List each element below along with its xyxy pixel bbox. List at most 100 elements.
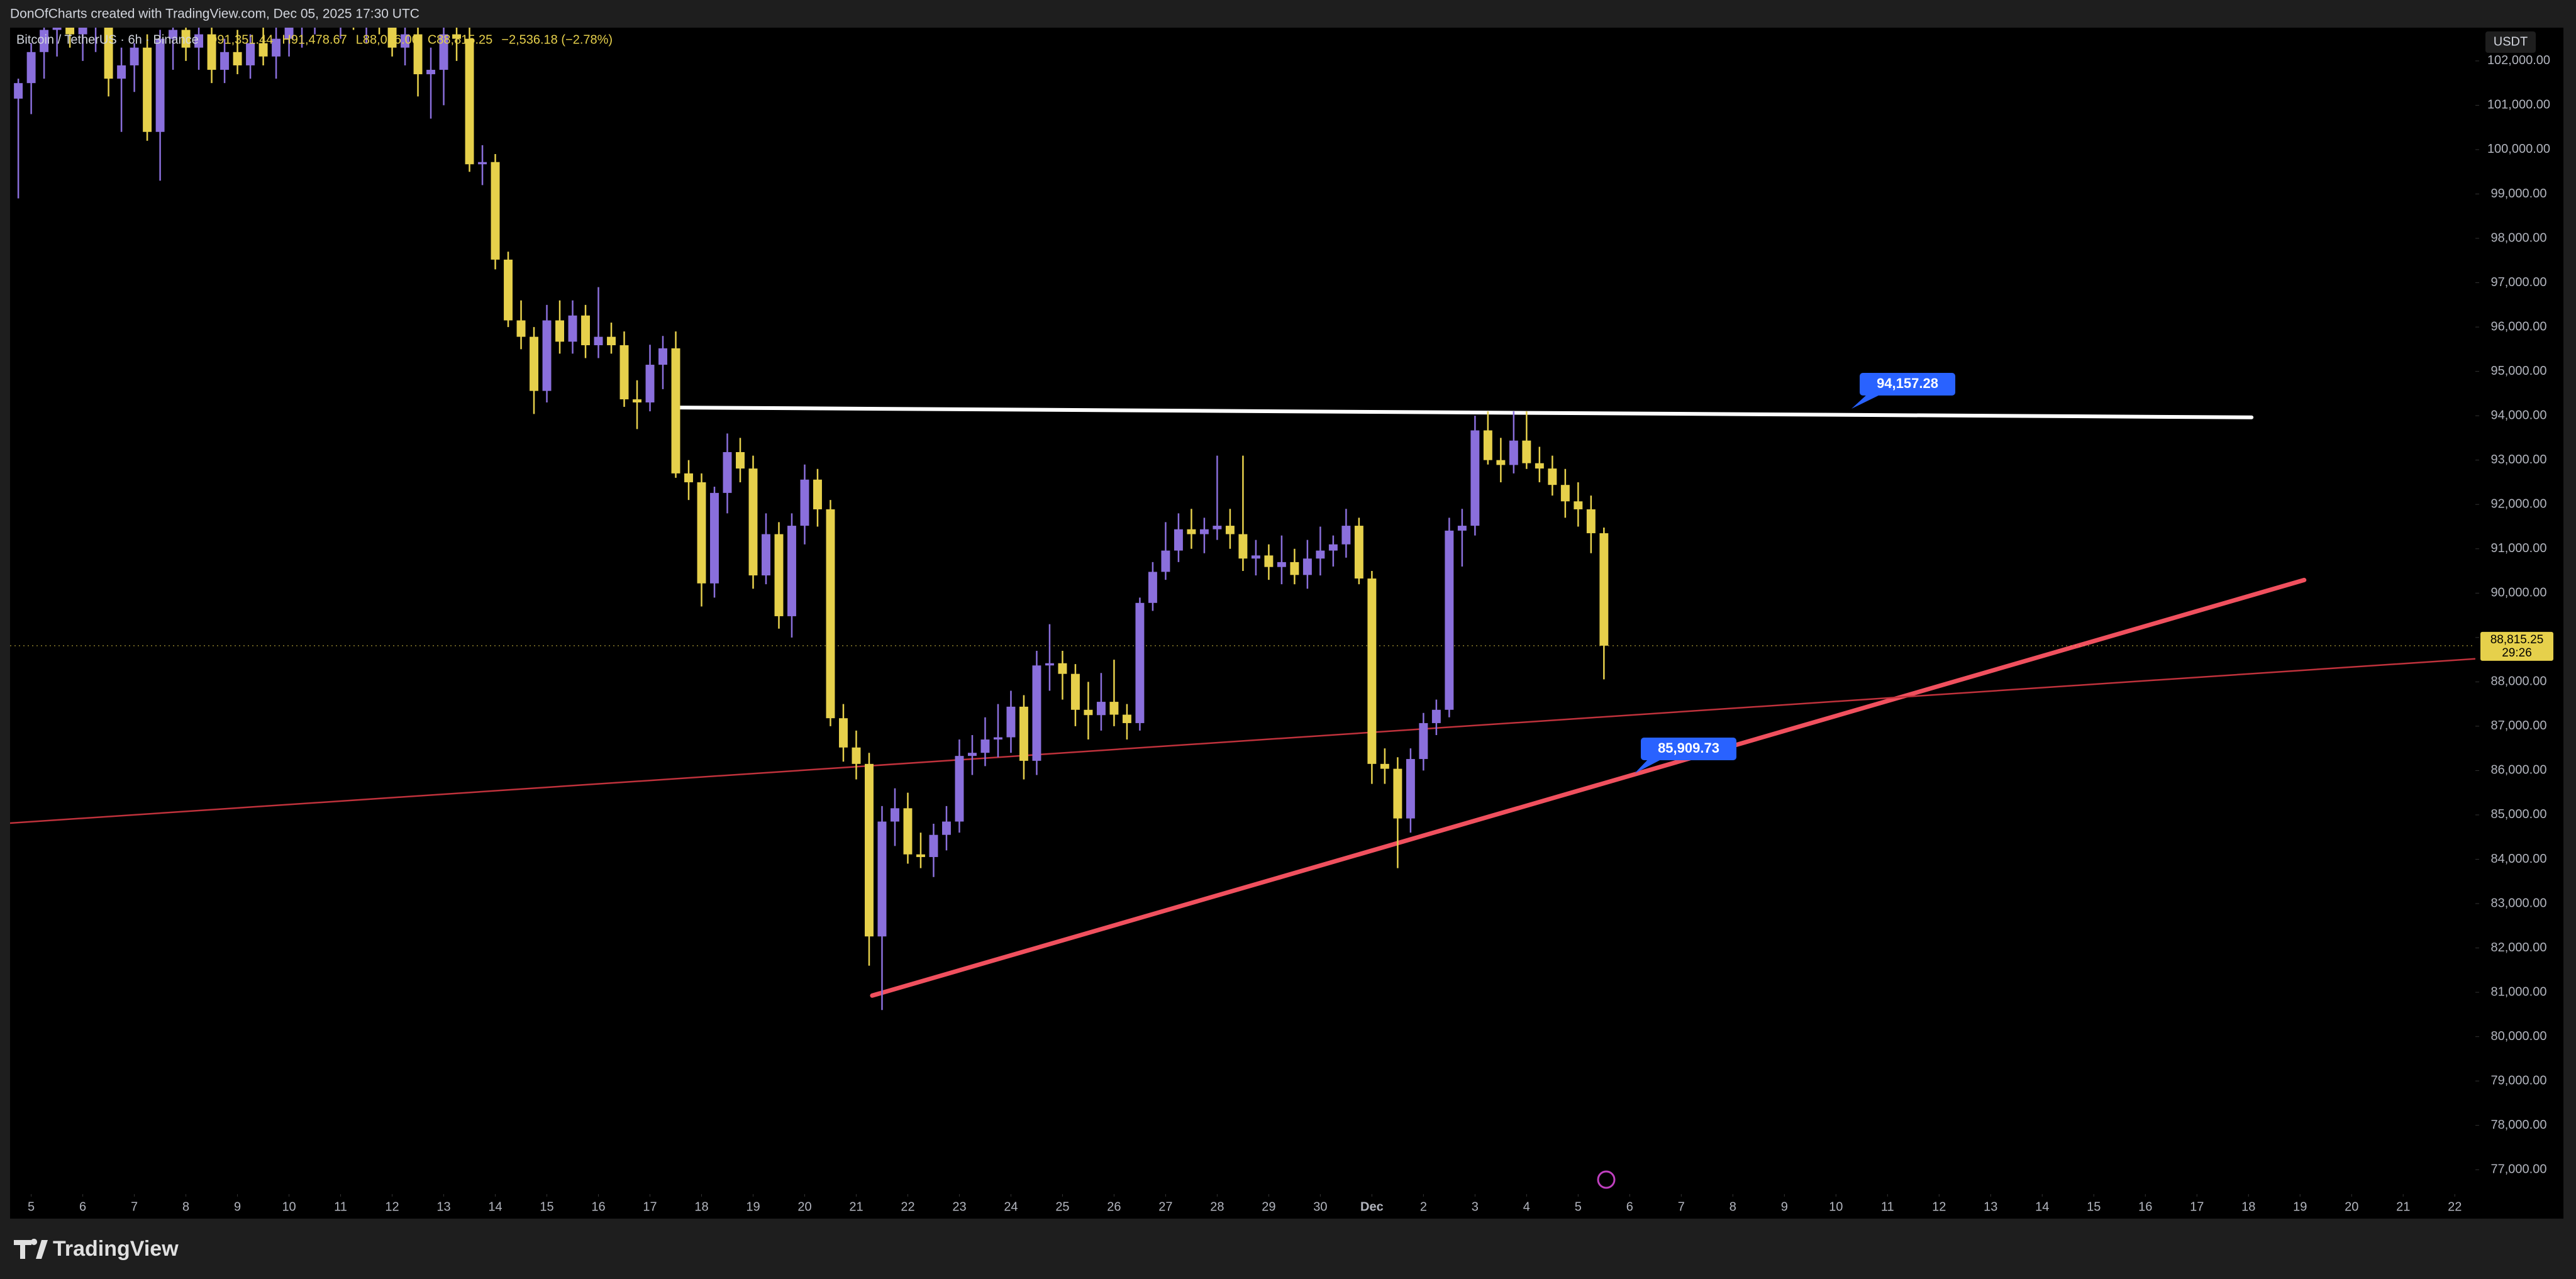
candle-body (530, 336, 538, 391)
candle-body (1535, 463, 1544, 469)
x-tick-label: 20 (2345, 1200, 2358, 1214)
candle-body (774, 534, 784, 616)
candle-body (439, 34, 448, 70)
legend-change: −2,536.18 (−2.78%) (501, 33, 613, 47)
candle-body (1135, 602, 1145, 723)
y-tick-label: 80,000.00 (2491, 1029, 2547, 1043)
y-tick-label: 95,000.00 (2491, 364, 2547, 378)
x-tick-label: 22 (901, 1200, 914, 1214)
x-tick-label: 2 (1420, 1200, 1427, 1214)
candle-body (387, 28, 397, 48)
candle-body (1599, 533, 1609, 646)
candle-body (1213, 526, 1222, 529)
candle-body (1187, 529, 1196, 534)
candle-body (762, 534, 770, 576)
candle-body (465, 38, 474, 165)
x-tick-label: 13 (436, 1200, 450, 1214)
candle-body (478, 162, 487, 165)
candle-body (1264, 555, 1274, 567)
candle-body (1380, 763, 1389, 769)
y-tick-label: 77,000.00 (2491, 1162, 2547, 1176)
candle-body (14, 83, 23, 99)
x-tick-label: 24 (1004, 1200, 1018, 1214)
candle-body (980, 739, 990, 753)
currency-box (2485, 31, 2536, 53)
candle-body (504, 259, 513, 321)
candle-body (865, 763, 874, 937)
candle-body (697, 482, 706, 584)
candle-body (787, 526, 796, 616)
candle-body (284, 28, 294, 39)
candle-body (401, 34, 410, 48)
candle-body (1161, 550, 1170, 572)
candle-body (1096, 702, 1106, 716)
x-tick-label: 23 (952, 1200, 966, 1214)
y-tick-label: 90,000.00 (2491, 586, 2547, 600)
currency: USDT (2494, 35, 2528, 48)
candle-body (645, 365, 655, 402)
candle-body (258, 43, 268, 57)
candle-body (1457, 526, 1467, 531)
candle-body (723, 451, 732, 493)
candle-body (1199, 529, 1209, 534)
x-tick-label: 8 (182, 1200, 189, 1214)
callout-box (1641, 738, 1736, 760)
y-tick-label: 82,000.00 (2491, 941, 2547, 955)
x-tick-label: 6 (1626, 1200, 1633, 1214)
y-tick-label: 84,000.00 (2491, 852, 2547, 866)
y-tick-label: 86,000.00 (2491, 763, 2547, 777)
countdown: 29:26 (2502, 646, 2532, 660)
candle-body (26, 52, 36, 84)
candle-body (78, 28, 87, 35)
candle-body (1058, 663, 1067, 674)
y-tick-label: 101,000.00 (2487, 98, 2550, 112)
x-tick-label: 30 (1313, 1200, 1327, 1214)
candle-body (1148, 572, 1157, 603)
candle-body (169, 30, 178, 39)
x-tick-label: 3 (1472, 1200, 1479, 1214)
candle-body (155, 38, 165, 132)
candle-body (542, 320, 552, 391)
candle-body (1006, 706, 1016, 738)
candle-body (594, 336, 603, 346)
candle-body (736, 451, 745, 469)
x-tick-label: 28 (1210, 1200, 1224, 1214)
x-tick-label: 8 (1729, 1200, 1736, 1214)
candle-body (748, 468, 758, 576)
candle-body (671, 348, 680, 473)
x-tick-label: 11 (1881, 1200, 1894, 1214)
trend-line (870, 577, 2307, 998)
x-tick-label: 18 (2241, 1200, 2255, 1214)
candle-body (1574, 501, 1583, 509)
legend-low: L88,056.00 (356, 33, 419, 47)
candle-body (1341, 526, 1351, 545)
candle-body (452, 34, 462, 39)
candle-body (233, 52, 242, 65)
legend-symbol: Bitcoin / TetherUS · 6h · Binance (16, 33, 199, 47)
candle-body (1045, 663, 1054, 666)
candle-body (40, 30, 49, 52)
candle-body (903, 808, 913, 855)
x-tick-label: 9 (234, 1200, 241, 1214)
y-tick-label: 87,000.00 (2491, 719, 2547, 733)
candle-body (852, 747, 861, 764)
x-tick-label: 14 (488, 1200, 502, 1214)
candle-body (891, 808, 899, 822)
x-tick-label: 21 (2396, 1200, 2410, 1214)
x-tick-label: 13 (1984, 1200, 1997, 1214)
candle-body (1367, 579, 1377, 764)
candle-body (1406, 759, 1415, 819)
candle-body (220, 52, 230, 70)
callout-text: 94,157.28 (1877, 375, 1938, 391)
alert-icon[interactable] (1597, 1170, 1616, 1189)
chart-panel (10, 28, 2563, 1219)
y-tick-label: 100,000.00 (2487, 142, 2550, 156)
x-tick-label: 19 (746, 1200, 760, 1214)
candle-body (1302, 558, 1312, 575)
candle-body (710, 492, 719, 584)
candle-body (52, 28, 62, 30)
y-tick-label: 99,000.00 (2491, 187, 2547, 201)
candle-body (967, 753, 977, 756)
